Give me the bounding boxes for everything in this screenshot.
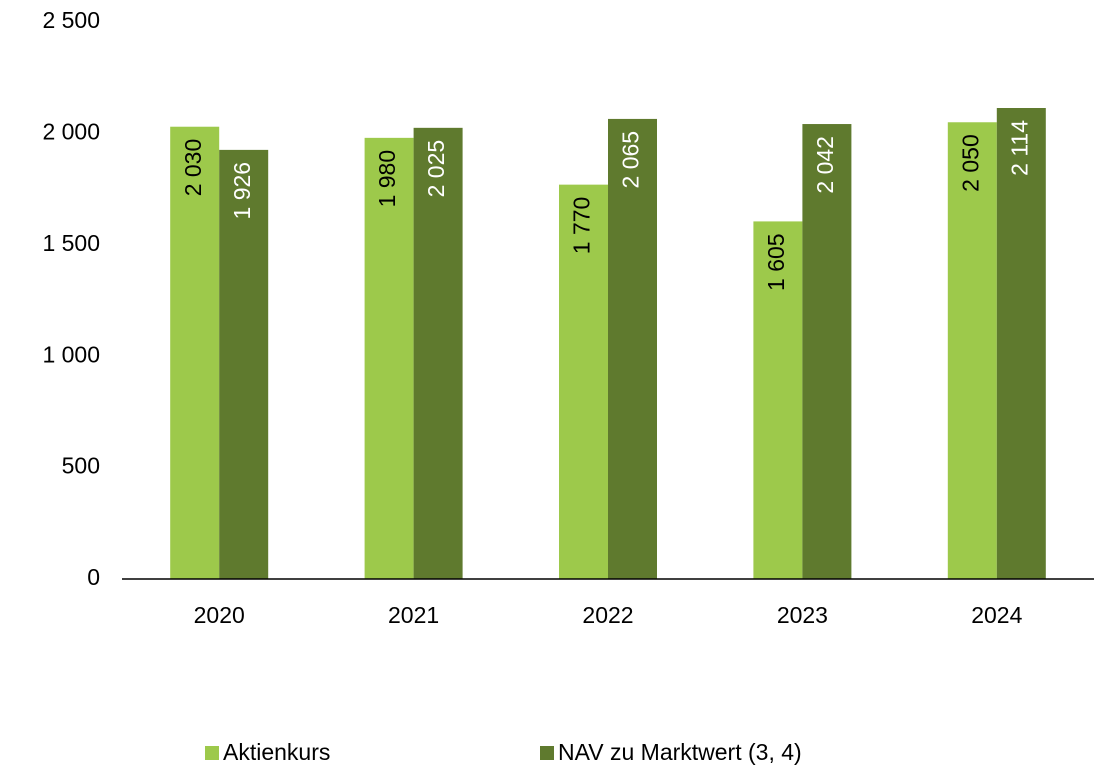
y-tick-label: 500 [62, 453, 100, 479]
legend-label: Aktienkurs [223, 739, 330, 765]
bar [219, 149, 269, 579]
x-tick-label: 2021 [388, 602, 439, 628]
data-label: 2 065 [618, 131, 644, 189]
y-tick-label: 2 500 [42, 7, 100, 33]
bar [559, 184, 608, 580]
y-tick-label: 1 500 [42, 230, 100, 256]
data-label: 1 980 [374, 150, 400, 208]
data-label: 1 605 [763, 233, 789, 291]
data-label: 1 770 [569, 197, 595, 255]
data-label: 1 926 [229, 162, 255, 220]
bar [413, 127, 463, 579]
bar [947, 122, 997, 579]
data-label: 2 042 [812, 136, 838, 194]
x-tick-label: 2022 [582, 602, 633, 628]
y-tick-label: 1 000 [42, 341, 100, 367]
data-label: 2 030 [180, 139, 206, 197]
data-label: 2 025 [423, 140, 449, 198]
y-tick-label: 2 000 [42, 118, 100, 144]
data-label: 2 114 [1006, 120, 1032, 176]
bar [170, 126, 220, 579]
legend-swatch [205, 746, 219, 760]
x-tick-label: 2024 [971, 602, 1022, 628]
y-tick-label: 0 [87, 564, 100, 590]
x-tick-label: 2023 [777, 602, 828, 628]
x-tick-label: 2020 [194, 602, 245, 628]
legend-swatch [540, 746, 554, 760]
legend-label: NAV zu Marktwert (3, 4) [558, 739, 802, 765]
bar [996, 108, 1046, 580]
bar [753, 221, 803, 579]
data-label: 2 050 [957, 134, 983, 192]
bar [608, 118, 657, 579]
bar [364, 137, 414, 579]
bar [802, 124, 852, 580]
